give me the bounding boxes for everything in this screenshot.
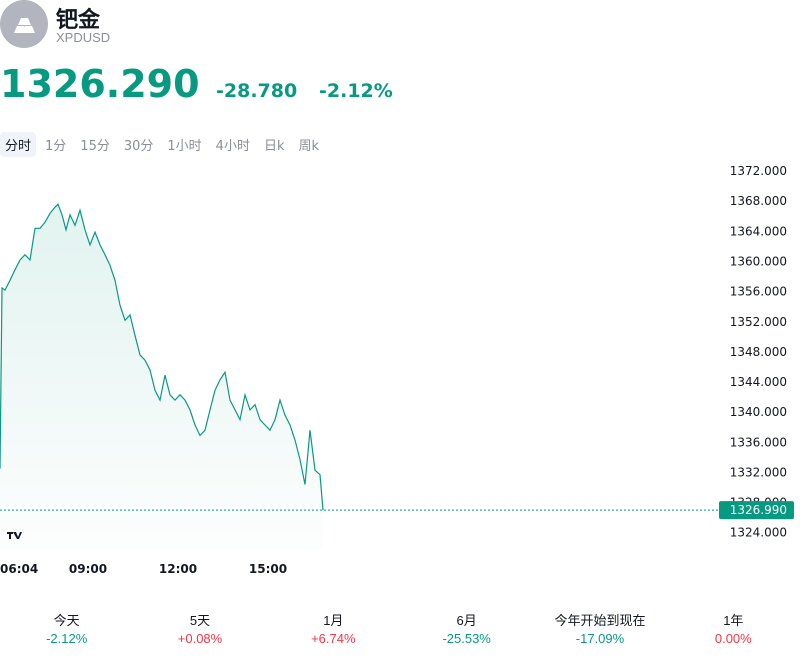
tab[interactable]: 30分 xyxy=(123,139,154,154)
y-tick-label: 1368.000 xyxy=(730,194,787,208)
price-line xyxy=(0,203,324,511)
last-price-box xyxy=(719,501,794,520)
period-label: 今天 xyxy=(53,613,80,628)
price: 1326.290 xyxy=(0,62,200,106)
period-change: -17.09% xyxy=(575,631,625,646)
y-tick-label: 1360.000 xyxy=(730,254,787,268)
period[interactable]: 今年开始到现在 -17.09% xyxy=(533,610,666,646)
area-fill xyxy=(0,204,323,550)
y-tick-label: 1352.000 xyxy=(730,315,787,329)
performance: 今天 -2.12% 5天 +0.08% 1月 +6.74% 6月 -25.53% 今年开始到现在… xyxy=(0,610,800,646)
x-tick-label: 06:04 xyxy=(0,562,38,576)
period-label: 今年开始到现在 xyxy=(554,613,646,628)
tab[interactable]: 周k xyxy=(298,139,320,154)
y-tick-label: 1364.000 xyxy=(730,224,787,238)
symbol: XPDUSD xyxy=(56,30,111,45)
tab[interactable]: 1小时 xyxy=(167,139,202,154)
period-change: -2.12% xyxy=(46,631,88,646)
period-change: +6.74% xyxy=(311,631,356,646)
chart: 1324.0001328.0001332.0001336.0001340.000… xyxy=(0,164,794,576)
tabs: 分时 1分 15分 30分 1小时 4小时 日k 周k xyxy=(0,132,324,157)
symbol-icon xyxy=(0,0,48,48)
y-tick-label: 1340.000 xyxy=(730,405,787,419)
period[interactable]: 今天 -2.12% xyxy=(0,610,133,646)
y-tick-label: 1356.000 xyxy=(730,285,787,299)
x-tick-label: 09:00 xyxy=(69,562,107,576)
tab[interactable]: 分时 xyxy=(0,132,37,157)
y-tick-label: 1344.000 xyxy=(730,375,787,389)
last-price-label: 1326.990 xyxy=(730,503,787,517)
period-change: +0.08% xyxy=(177,631,223,646)
x-tick-label: 15:00 xyxy=(249,562,287,576)
change-percent: -2.12% xyxy=(319,80,393,102)
tab[interactable]: 4小时 xyxy=(215,139,250,154)
period-label: 1年 xyxy=(723,613,744,628)
y-tick-label: 1324.000 xyxy=(730,526,787,540)
change: -28.780 xyxy=(216,80,298,102)
tab[interactable]: 日k xyxy=(263,139,285,154)
period[interactable]: 5天 +0.08% xyxy=(133,610,266,646)
x-tick-label: 12:00 xyxy=(159,562,197,576)
y-tick-label: 1332.000 xyxy=(730,465,787,479)
period[interactable]: 6月 -25.53% xyxy=(400,610,533,646)
period-label: 5天 xyxy=(189,613,211,628)
title: 钯金 xyxy=(56,8,101,33)
y-tick-label: 1336.000 xyxy=(730,435,787,449)
period-change: 0.00% xyxy=(714,631,752,646)
y-tick-label: 1348.000 xyxy=(730,345,787,359)
period-label: 6月 xyxy=(456,613,477,628)
period-change: -25.53% xyxy=(442,631,491,646)
period[interactable]: 1年 0.00% xyxy=(667,610,800,646)
period[interactable]: 1月 +6.74% xyxy=(267,610,400,646)
y-tick-label: 1372.000 xyxy=(730,164,787,178)
tab[interactable]: 15分 xyxy=(80,139,110,154)
tab[interactable]: 1分 xyxy=(45,139,67,154)
period-label: 1月 xyxy=(323,613,344,628)
